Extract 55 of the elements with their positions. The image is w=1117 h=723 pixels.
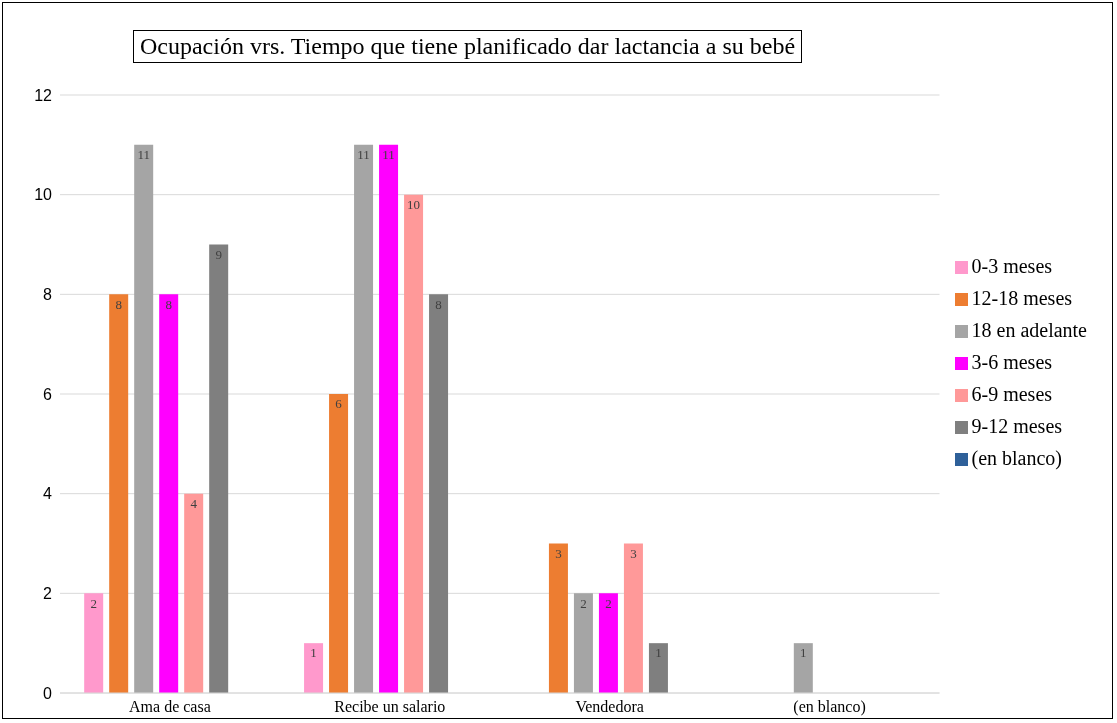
data-label: 1 bbox=[655, 645, 662, 661]
data-label: 8 bbox=[115, 296, 122, 312]
bar bbox=[209, 244, 229, 693]
x-tick-label: Ama de casa bbox=[129, 698, 211, 716]
data-label: 6 bbox=[335, 396, 343, 412]
x-tick-label: (en blanco) bbox=[793, 698, 866, 717]
bar bbox=[134, 144, 154, 693]
data-label: 8 bbox=[435, 296, 442, 312]
data-label: 2 bbox=[580, 595, 587, 611]
bar bbox=[184, 493, 204, 693]
bar bbox=[793, 643, 813, 693]
data-label: 11 bbox=[357, 147, 370, 163]
bar bbox=[548, 543, 568, 693]
y-tick-label: 12 bbox=[34, 86, 53, 104]
bar bbox=[109, 294, 129, 693]
bar bbox=[623, 543, 643, 693]
data-label: 3 bbox=[555, 545, 562, 561]
bar bbox=[329, 394, 349, 693]
bar bbox=[573, 593, 593, 693]
legend-label: 0-3 meses bbox=[971, 254, 1053, 277]
bar bbox=[159, 294, 179, 693]
legend-label: (en blanco) bbox=[971, 446, 1063, 469]
data-label: 9 bbox=[215, 246, 222, 262]
y-tick-label: 4 bbox=[43, 485, 53, 503]
data-label: 4 bbox=[190, 495, 198, 511]
data-label: 1 bbox=[800, 645, 807, 661]
legend-label: 18 en adelante bbox=[971, 318, 1087, 341]
y-tick-label: 2 bbox=[43, 585, 53, 603]
bar bbox=[379, 144, 399, 693]
bar bbox=[84, 593, 104, 693]
bar bbox=[429, 294, 449, 693]
bar bbox=[404, 194, 424, 693]
bar bbox=[304, 643, 324, 693]
y-tick-label: 6 bbox=[43, 385, 53, 403]
chart-title: Ocupación vrs. Tiempo que tiene planificado dar lactancia a su bebé bbox=[132, 30, 803, 63]
bar bbox=[598, 593, 618, 693]
y-tick-label: 8 bbox=[43, 286, 53, 304]
data-label: 11 bbox=[137, 147, 150, 163]
legend-label: 6-9 meses bbox=[971, 382, 1053, 405]
legend-label: 3-6 meses bbox=[971, 350, 1053, 373]
data-label: 11 bbox=[382, 147, 395, 163]
x-tick-label: Vendedora bbox=[575, 698, 644, 716]
data-label: 10 bbox=[407, 196, 421, 212]
x-tick-label: Recibe un salario bbox=[334, 698, 446, 716]
legend-label: 12-18 meses bbox=[971, 286, 1073, 309]
data-label: 3 bbox=[630, 545, 637, 561]
bar bbox=[648, 643, 668, 693]
data-label: 8 bbox=[165, 296, 172, 312]
y-tick-label: 0 bbox=[43, 684, 53, 702]
legend-label: 9-12 meses bbox=[971, 414, 1063, 437]
data-label: 2 bbox=[90, 595, 97, 611]
bar bbox=[354, 144, 374, 693]
data-label: 1 bbox=[310, 645, 317, 661]
y-tick-label: 10 bbox=[34, 186, 53, 204]
data-label: 2 bbox=[605, 595, 612, 611]
